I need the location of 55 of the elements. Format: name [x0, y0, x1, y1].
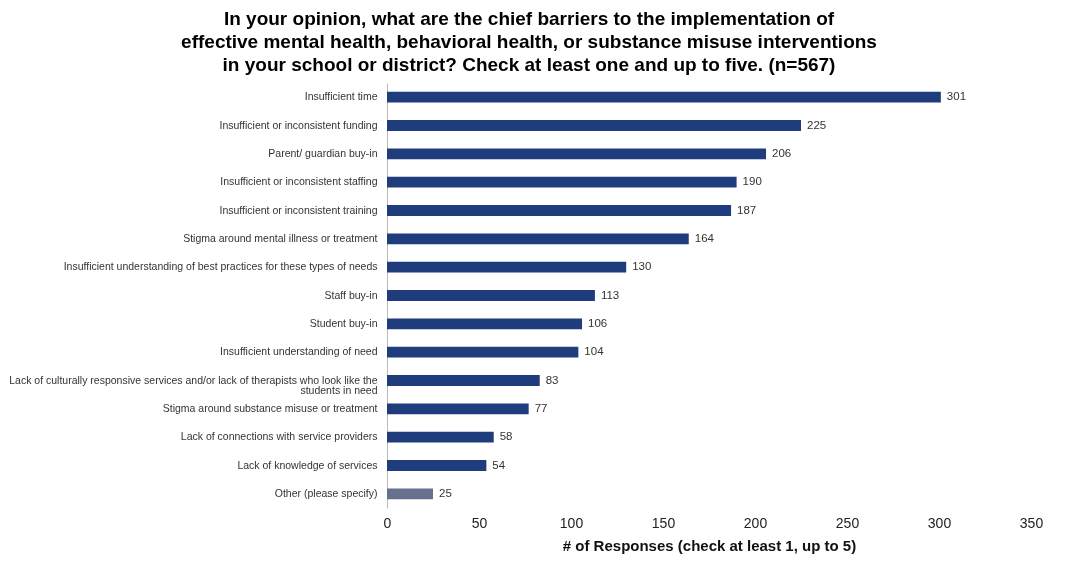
y-tick-label: Insufficient or inconsistent staffing	[220, 175, 378, 188]
y-tick-label: Insufficient or inconsistent training	[219, 203, 378, 216]
bar	[387, 460, 487, 471]
x-tick-label: 150	[651, 514, 676, 531]
bar	[387, 403, 529, 415]
y-tick-label: Lack of connections with service providers	[180, 430, 378, 443]
y-tick-label: Parent/ guardian buy-in	[268, 146, 378, 159]
bar	[387, 205, 732, 216]
data-label: 190	[742, 175, 762, 188]
bar	[387, 120, 801, 131]
x-tick-label: 50	[471, 514, 488, 531]
bar	[387, 375, 540, 386]
data-label: 106	[588, 316, 608, 329]
x-tick-label: 350	[1019, 514, 1044, 531]
bar	[387, 431, 494, 443]
y-tick-label: Insufficient or inconsistent funding	[219, 118, 378, 131]
x-tick-label: 0	[383, 514, 392, 531]
bar	[387, 261, 627, 273]
bar	[387, 233, 689, 245]
x-axis-title: # of Responses (check at least 1, up to 5)	[562, 536, 857, 554]
bar	[387, 148, 767, 160]
data-label: 225	[807, 118, 827, 131]
y-tick-label: Insufficient time	[304, 90, 378, 103]
y-tick-label: Insufficient understanding of need	[220, 345, 378, 358]
data-label: 301	[946, 90, 967, 103]
bar	[387, 176, 737, 188]
data-label: 206	[772, 146, 792, 159]
y-tick-label: Stigma around mental illness or treatment	[183, 231, 378, 244]
bar	[387, 290, 595, 301]
data-label: 104	[584, 345, 605, 358]
x-tick-label: 200	[743, 514, 768, 531]
data-label: 77	[534, 401, 548, 414]
data-label: 25	[439, 486, 452, 499]
x-tick-label: 300	[927, 514, 952, 531]
data-label: 187	[737, 203, 757, 216]
chart-title: In your opinion, what are the chief barriers to the implementation of effective mental health, behavioral health, or substance misuse interventions in your school or district? Check at least one and up to five. (n=567)	[181, 8, 877, 75]
data-label: 164	[694, 231, 715, 244]
bar	[387, 91, 941, 103]
y-tick-label: Stigma around substance misuse or treatment	[162, 401, 378, 414]
bar	[387, 346, 579, 358]
x-tick-label: 100	[559, 514, 584, 531]
y-tick-label: Insufficient understanding of best practices for these types of needs	[63, 260, 378, 273]
y-tick-label: Staff buy-in	[324, 288, 378, 301]
x-tick-label: 250	[835, 514, 860, 531]
data-label: 130	[632, 260, 652, 273]
bar	[387, 318, 583, 330]
bar	[387, 488, 433, 500]
data-label: 83	[545, 373, 559, 386]
y-tick-label: Student buy-in	[309, 316, 378, 329]
y-tick-label: Lack of culturally responsive services and/or lack of therapists who look like the students in need	[9, 373, 378, 396]
data-label: 113	[600, 288, 620, 301]
data-label: 58	[499, 430, 513, 443]
data-label: 54	[492, 458, 506, 471]
y-tick-label: Other (please specify)	[274, 486, 378, 499]
y-tick-label: Lack of knowledge of services	[237, 458, 378, 471]
